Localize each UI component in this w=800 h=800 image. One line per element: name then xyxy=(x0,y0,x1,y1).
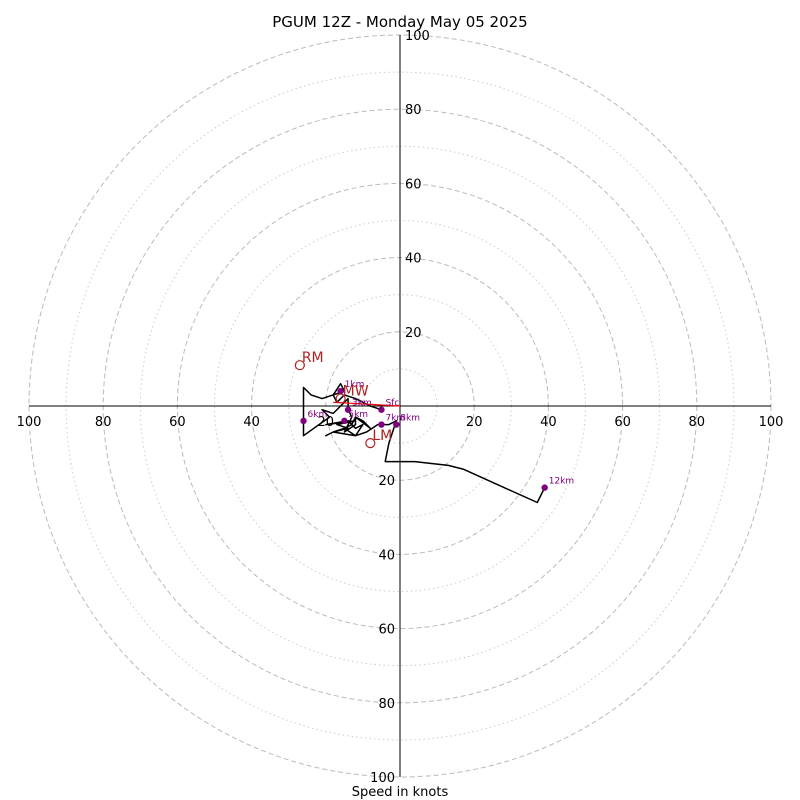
tick-label-top-80: 80 xyxy=(405,103,422,118)
storm-label-mw: MW xyxy=(343,384,369,400)
storm-label-rm: RM xyxy=(302,350,324,366)
tick-label-top-20: 20 xyxy=(405,326,422,341)
height-marker-8km xyxy=(393,421,400,428)
storm-motion-markers: RM LM MW xyxy=(294,350,392,449)
tick-label-left-60: 60 xyxy=(169,415,186,430)
x-axis-label: Speed in knots xyxy=(352,785,449,800)
axis-tick-labels: 100 100 100 100 80 80 80 80 60 60 60 60 40 40 40 40 20 20… xyxy=(17,29,784,786)
height-marker-1km xyxy=(337,387,344,395)
height-marker-12km xyxy=(541,484,548,491)
height-marker-sfc xyxy=(378,406,385,413)
height-label-8km: 8km xyxy=(400,414,420,424)
wind-profile-line xyxy=(302,382,546,504)
tick-label-bottom-100: 100 xyxy=(370,771,395,786)
tick-label-top-40: 40 xyxy=(405,252,422,267)
hodograph-trace xyxy=(302,382,546,504)
shear-vector-line xyxy=(333,401,401,407)
height-marker-3km xyxy=(344,406,352,413)
height-label-7km: 7km xyxy=(385,414,405,424)
height-marker-7km xyxy=(378,421,385,428)
shear-vector xyxy=(333,401,401,407)
height-marker-6km xyxy=(300,417,307,425)
storm-label-lm: LM xyxy=(372,428,392,444)
tick-label-right-40: 40 xyxy=(540,415,557,430)
tick-label-right-20: 20 xyxy=(466,415,483,430)
storm-marker-mw xyxy=(335,393,346,404)
storm-marker-rm xyxy=(294,360,305,371)
height-label-sfc: Sfc xyxy=(385,399,399,409)
storm-marker-lm xyxy=(365,438,376,449)
height-label-1km: 1km xyxy=(345,380,365,390)
tick-label-right-100: 100 xyxy=(759,415,784,430)
height-marker-5km xyxy=(341,417,348,425)
tick-label-left-100: 100 xyxy=(17,415,42,430)
tick-label-top-60: 60 xyxy=(405,177,422,192)
tick-label-left-80: 80 xyxy=(95,415,112,430)
tick-label-right-60: 60 xyxy=(614,415,631,430)
height-label-3km: 3km xyxy=(352,399,372,409)
tick-label-left-40: 40 xyxy=(243,415,260,430)
chart-title: PGUM 12Z - Monday May 05 2025 xyxy=(272,13,527,31)
tick-label-right-80: 80 xyxy=(689,415,706,430)
tick-label-left-20: 20 xyxy=(318,415,335,430)
height-label-6km: 6km xyxy=(308,410,328,420)
height-label-12km: 12km xyxy=(549,477,574,487)
height-label-5km: 5km xyxy=(348,410,368,420)
tick-label-bottom-40: 40 xyxy=(378,548,395,563)
tick-label-top-100: 100 xyxy=(405,29,430,44)
tick-label-bottom-20: 20 xyxy=(378,474,395,489)
tick-label-bottom-80: 80 xyxy=(378,697,395,712)
tick-label-bottom-60: 60 xyxy=(378,623,395,638)
